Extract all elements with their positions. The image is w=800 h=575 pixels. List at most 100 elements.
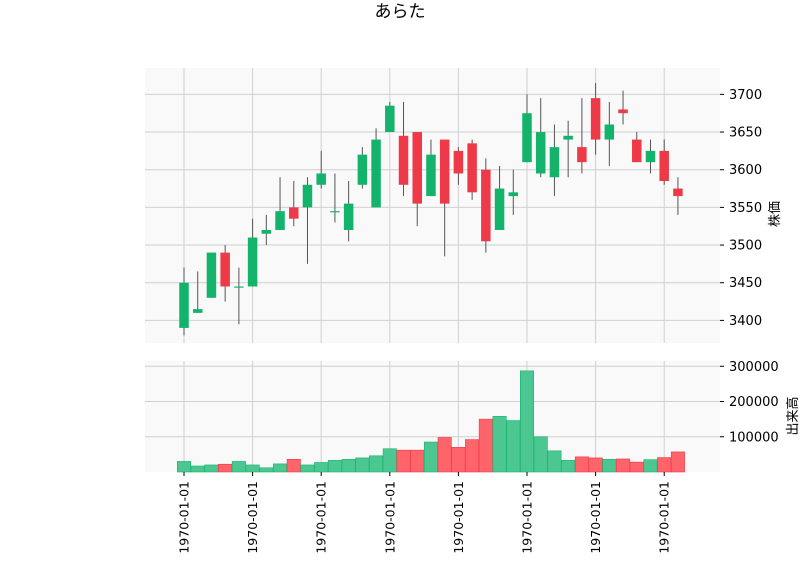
candle-down [412, 132, 422, 204]
volume-tick-label: 100000 [729, 430, 779, 445]
candle-down [220, 252, 230, 287]
volume-bar-up [190, 465, 205, 473]
volume-bar-down [616, 458, 631, 473]
volume-bar-down [478, 418, 493, 473]
candle-up [357, 154, 368, 185]
price-tick-label: 3700 [729, 88, 762, 103]
volume-tick-label: 300000 [729, 360, 779, 375]
volume-bar-up [231, 461, 246, 473]
candle-up [330, 211, 340, 213]
candle-up [522, 113, 532, 163]
x-tick-label: 1970-01-01 [588, 481, 603, 554]
volume-bar-up [547, 450, 562, 473]
volume-bar-up [355, 457, 370, 473]
candle-up [192, 309, 203, 313]
x-tick-label: 1970-01-01 [657, 481, 672, 554]
volume-bar-up [341, 459, 356, 473]
x-tick-label: 1970-01-01 [382, 481, 397, 554]
candles [179, 83, 683, 336]
candle-down [577, 147, 587, 163]
candle-up [508, 192, 519, 197]
volume-bar-up [643, 459, 658, 473]
price-axis-label: 株価 [768, 201, 783, 227]
x-tick-label: 1970-01-01 [314, 481, 329, 554]
price-panel: 3400 3450 3500 3550 3600 3650 3700 株価 [145, 68, 783, 343]
volume-bar-up [327, 460, 342, 473]
price-tick-label: 3650 [729, 126, 762, 141]
volume-grid [145, 361, 720, 472]
volume-bar-down [657, 457, 672, 473]
candle-down [289, 207, 299, 219]
candle-up [604, 124, 615, 140]
volume-tick-label: 200000 [729, 395, 779, 410]
candle-down [673, 188, 683, 197]
candle-up [179, 282, 189, 328]
candle-up [275, 211, 285, 230]
candle-up [234, 286, 244, 288]
candle-down [481, 169, 491, 242]
candle-down [590, 98, 601, 140]
candle-up [371, 139, 381, 208]
volume-bar-up [300, 464, 315, 473]
candle-up [494, 188, 505, 230]
x-tick-label: 1970-01-01 [520, 481, 535, 554]
candle-up [563, 135, 573, 140]
volume-bar-up [245, 464, 260, 473]
volume-bar-down [588, 457, 603, 473]
volume-bar-down [437, 437, 452, 473]
candle-down [398, 135, 409, 185]
price-tick-label: 3500 [729, 239, 762, 254]
x-tick-label: 1970-01-01 [451, 481, 466, 554]
candle-down [659, 150, 669, 182]
volume-bar-down [574, 456, 589, 473]
volume-bar-up [369, 455, 384, 473]
candle-up [247, 237, 258, 287]
candle-up [535, 132, 546, 174]
x-tick-label: 1970-01-01 [177, 481, 192, 554]
candle-up [302, 184, 313, 208]
volume-bar-up [561, 460, 576, 473]
candle-up [206, 252, 217, 298]
volume-bars [177, 370, 685, 473]
price-y-axis: 3400 3450 3500 3550 3600 3650 3700 [720, 88, 762, 329]
volume-bar-down [396, 449, 411, 473]
price-tick-label: 3450 [729, 276, 762, 291]
volume-bar-down [451, 447, 466, 473]
candle-down [453, 150, 464, 174]
volume-bar-up [492, 416, 507, 473]
volume-bar-up [602, 459, 617, 473]
x-axis: 1970-01-01 1970-01-01 1970-01-01 1970-01-01… [177, 472, 672, 554]
volume-bar-up [382, 448, 397, 473]
candle-up [645, 150, 656, 163]
candle-up [261, 229, 272, 234]
candle-up [549, 147, 560, 178]
candle-up [343, 203, 354, 230]
x-tick-label: 1970-01-01 [245, 481, 260, 554]
volume-bar-up [519, 370, 534, 473]
candle-down [439, 139, 450, 204]
chart-title: あらた [375, 2, 426, 22]
volume-bar-down [670, 451, 685, 473]
volume-bar-down [410, 449, 425, 473]
volume-bar-down [218, 463, 233, 473]
volume-bar-down [629, 461, 644, 473]
candle-down [618, 109, 628, 114]
volume-panel: 100000 200000 300000 出来高 [145, 360, 800, 473]
volume-bar-up [423, 441, 438, 473]
price-tick-label: 3550 [729, 201, 762, 216]
volume-bar-up [314, 462, 329, 473]
volume-bar-up [533, 436, 548, 473]
candle-up [426, 154, 436, 197]
candle-down [467, 143, 477, 193]
volume-bar-down [465, 439, 480, 473]
volume-axis-label: 出来高 [785, 396, 800, 435]
candle-up [316, 173, 326, 185]
volume-bar-down [286, 459, 301, 473]
price-tick-label: 3600 [729, 163, 762, 178]
volume-y-axis: 100000 200000 300000 [720, 360, 779, 445]
volume-bar-up [204, 464, 219, 473]
volume-bar-up [259, 467, 274, 473]
price-tick-label: 3400 [729, 314, 762, 329]
volume-bar-up [273, 463, 288, 473]
candle-up [385, 105, 395, 133]
